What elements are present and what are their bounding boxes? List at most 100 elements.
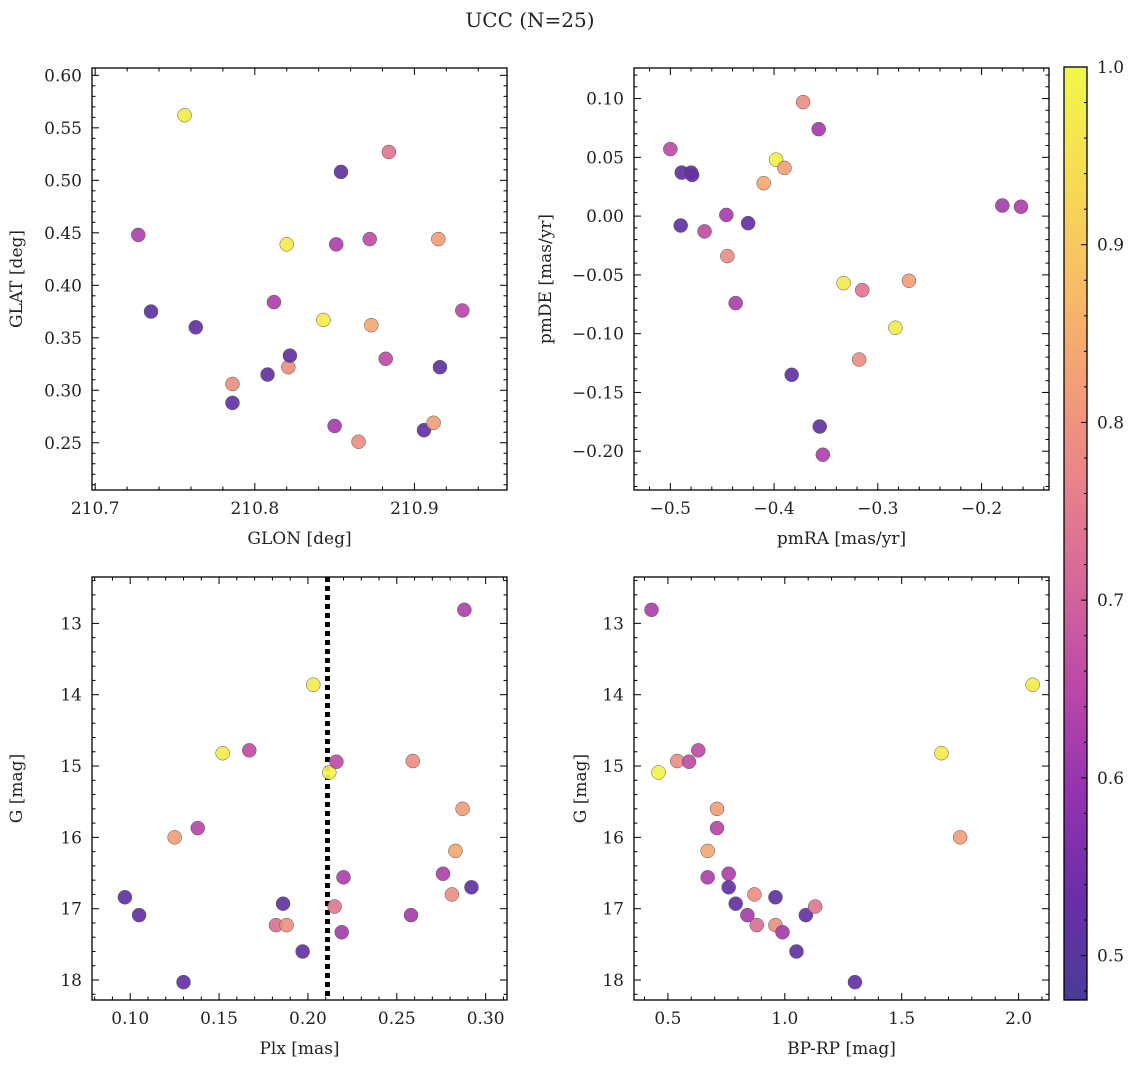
data-point: [334, 924, 349, 940]
colorbar-tick-label: 0.6: [1097, 769, 1124, 789]
data-point: [351, 434, 366, 449]
data-point: [260, 367, 275, 382]
data-point: [327, 418, 342, 434]
data-point: [266, 294, 282, 310]
data-point: [457, 602, 472, 618]
data-point: [322, 765, 337, 780]
data-point: [242, 743, 257, 758]
data-point: [378, 351, 393, 367]
data-point: [684, 167, 700, 183]
data-point: [709, 801, 725, 817]
data-point: [333, 164, 349, 180]
y-tick-label: 0.30: [44, 381, 82, 401]
data-point: [225, 376, 240, 392]
y-tick-label: −0.10: [572, 325, 624, 345]
y-tick-label: 0.00: [586, 207, 624, 227]
x-axis-label: BP-RP [mag]: [787, 1039, 896, 1059]
data-point: [329, 754, 344, 770]
data-point: [455, 801, 470, 817]
data-point: [328, 237, 344, 252]
data-point: [888, 320, 903, 336]
axes-frame: [633, 67, 1050, 491]
data-point: [117, 890, 133, 905]
y-tick-label: 16: [60, 828, 82, 848]
y-axis-label: GLAT [deg]: [7, 230, 27, 328]
x-tick-label: 210.7: [71, 499, 120, 519]
data-point: [362, 231, 377, 247]
data-point: [176, 974, 191, 990]
x-tick-label: 210.9: [390, 499, 439, 519]
x-axis-label: Plx [mas]: [259, 1039, 339, 1059]
x-tick-label: 1.5: [888, 1009, 915, 1029]
x-tick-label: −0.5: [650, 499, 691, 519]
data-point: [282, 348, 298, 363]
y-axis-label: G [mag]: [7, 754, 27, 823]
data-point: [225, 395, 240, 411]
panel-plx-g: 0.10 0.15 0.20 0.25 0.30 13 14 15 16 17 18 Plx [mas…: [7, 576, 508, 1059]
data-point: [700, 843, 715, 859]
y-tick-label: −0.15: [572, 383, 624, 403]
data-point: [431, 231, 446, 247]
colorbar-gradient: [1063, 66, 1088, 1001]
y-tick-label: 0.50: [44, 171, 82, 191]
y-tick-label: 14: [60, 686, 82, 706]
x-tick-label: 0.30: [467, 1009, 505, 1029]
y-tick-label: −0.05: [572, 266, 624, 286]
data-point: [709, 820, 725, 836]
data-point: [811, 121, 826, 137]
y-tick-label: 17: [602, 900, 624, 920]
data-point: [836, 275, 851, 291]
data-point: [381, 144, 397, 160]
x-tick-label: −0.3: [857, 499, 898, 519]
data-point: [673, 218, 688, 233]
y-tick-label: 14: [602, 686, 624, 706]
data-point: [327, 899, 342, 914]
x-tick-label: 210.8: [230, 499, 279, 519]
data-point: [847, 974, 863, 990]
y-tick-label: 0.55: [44, 119, 82, 139]
y-tick-label: 0.40: [44, 276, 82, 296]
colorbar: 0.5 0.6 0.7 0.8 0.9 1.0: [1063, 58, 1124, 1001]
data-point: [721, 880, 736, 895]
data-point: [784, 367, 799, 383]
data-point: [1025, 677, 1040, 692]
data-point: [768, 890, 783, 905]
y-axis-label: G [mag]: [571, 754, 591, 823]
axes-frame: [91, 67, 508, 491]
x-tick-label: −0.4: [753, 499, 794, 519]
data-point: [336, 870, 351, 885]
x-axis-label: GLON [deg]: [247, 529, 351, 549]
panel-glon-glat: 210.7 210.8 210.9 0.25 0.30 0.35 0.40 0.45 0.50 0…: [7, 66, 508, 549]
data-point: [855, 282, 870, 298]
data-point: [697, 224, 712, 239]
data-point: [749, 917, 764, 933]
y-tick-label: 13: [60, 614, 82, 634]
data-point: [719, 207, 734, 223]
data-point: [995, 198, 1010, 213]
data-point: [131, 227, 146, 243]
y-tick-label: 15: [602, 757, 624, 777]
y-axis-label: pmDE [mas/yr]: [536, 214, 556, 344]
data-point: [444, 887, 460, 902]
x-tick-label: 0.10: [111, 1009, 149, 1029]
data-point: [721, 866, 736, 881]
data-point: [934, 745, 949, 761]
y-tick-label: 15: [60, 757, 82, 777]
y-tick-label: 17: [60, 900, 82, 920]
x-tick-label: 0.25: [378, 1009, 416, 1029]
y-tick-label: 0.35: [44, 329, 82, 349]
data-point: [143, 304, 159, 319]
x-tick-label: 0.15: [200, 1009, 238, 1029]
data-point: [316, 312, 331, 328]
data-point: [435, 866, 451, 881]
y-tick-label: −0.20: [572, 442, 624, 462]
data-point: [740, 215, 756, 231]
data-point: [700, 870, 715, 885]
data-point: [464, 880, 479, 895]
data-point: [177, 107, 192, 123]
data-point: [364, 317, 379, 333]
data-point: [720, 248, 735, 264]
data-point: [432, 359, 448, 375]
data-point: [188, 320, 203, 335]
